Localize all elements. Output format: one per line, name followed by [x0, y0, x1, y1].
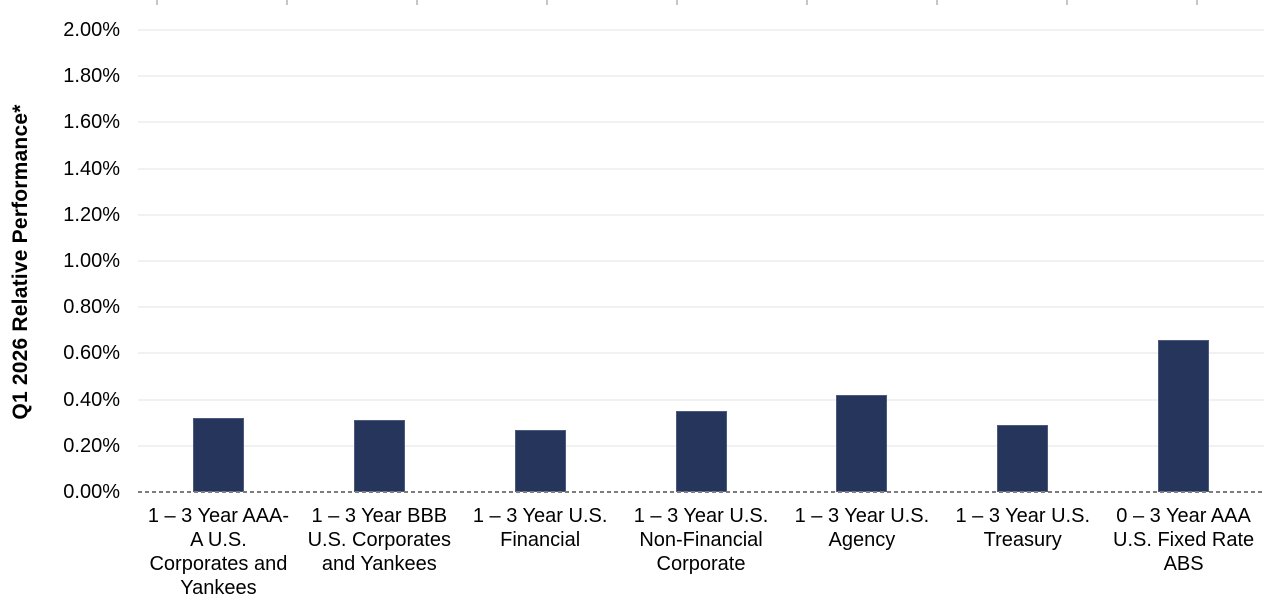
y-axis-tick-label: 0.80%: [63, 296, 120, 319]
x-category-label: 1 – 3 Year AAA- A U.S. Corporates and Ya…: [147, 505, 290, 599]
top-tick: [156, 0, 158, 5]
gridline: [138, 213, 1264, 216]
y-axis-tick-label: 0.40%: [63, 388, 120, 411]
y-axis-title: Q1 2026 Relative Performance*: [9, 104, 32, 420]
top-tick: [416, 0, 418, 5]
zero-baseline: [138, 491, 1264, 493]
bar: [353, 420, 405, 492]
y-axis-tick-label: 0.00%: [63, 481, 120, 503]
y-axis-tick-label: 0.60%: [63, 342, 120, 365]
top-tick: [546, 0, 548, 5]
bar: [1158, 339, 1210, 492]
gridline: [138, 75, 1264, 78]
bar: [675, 411, 727, 492]
top-tick: [936, 0, 938, 5]
bar: [514, 429, 566, 492]
y-axis-tick-label: 1.80%: [63, 65, 120, 88]
top-tick: [676, 0, 678, 5]
y-axis-tick-label: 1.00%: [63, 250, 120, 272]
gridline: [138, 352, 1264, 355]
gridline: [138, 167, 1264, 170]
bar: [997, 425, 1049, 492]
gridline: [138, 260, 1264, 262]
top-tick: [806, 0, 808, 5]
x-category-label: 1 – 3 Year U.S. Non-Financial Corporate: [633, 505, 769, 575]
top-tick: [1196, 0, 1198, 5]
x-category-label: 1 – 3 Year U.S. Treasury: [955, 505, 1090, 551]
plot-area: [138, 29, 1264, 493]
x-axis-labels: 1 – 3 Year AAA- A U.S. Corporates and Ya…: [138, 504, 1264, 600]
bar: [836, 394, 888, 492]
x-category-label: 1 – 3 Year U.S. Agency: [794, 505, 930, 551]
y-axis-tick-label: 1.60%: [63, 111, 120, 134]
top-tick: [286, 0, 288, 5]
gridline: [138, 121, 1264, 124]
x-category-label: 1 – 3 Year U.S. Financial: [472, 505, 608, 551]
x-category-label: 0 – 3 Year AAA U.S. Fixed Rate ABS: [1113, 505, 1255, 575]
y-axis-tick-label: 2.00%: [63, 19, 120, 41]
gridline: [138, 398, 1264, 401]
gridline: [138, 29, 1264, 31]
y-axis-tick-label: 1.20%: [63, 203, 120, 226]
x-category-label: 1 – 3 Year BBB U.S. Corporates and Yanke…: [307, 505, 451, 575]
gridline: [138, 306, 1264, 309]
bar: [192, 418, 244, 492]
y-axis-tick-label: 0.20%: [63, 434, 120, 457]
y-axis-tick-label: 1.40%: [63, 157, 120, 180]
top-tick: [1066, 0, 1068, 5]
